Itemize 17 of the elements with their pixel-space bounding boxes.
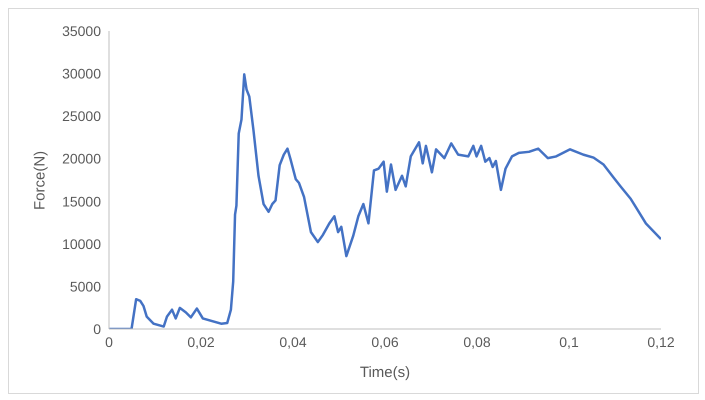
x-tick-label: 0 <box>105 334 114 350</box>
y-tick-label: 10000 <box>62 236 102 252</box>
x-tick-label: 0,06 <box>371 334 399 350</box>
y-tick-label: 20000 <box>62 150 102 167</box>
y-tick-label: 5000 <box>70 278 102 294</box>
y-axis-title: Force(N) <box>31 150 48 210</box>
x-tick-label: 0,12 <box>647 334 675 350</box>
y-tick-label: 35000 <box>62 22 102 39</box>
x-tick-label: 0,1 <box>559 334 579 350</box>
y-tick-label: 25000 <box>62 108 102 124</box>
x-axis-title: Time(s) <box>360 364 410 381</box>
x-tick-label: 0,04 <box>279 334 307 350</box>
y-tick-label: 30000 <box>62 66 102 82</box>
x-tick-label: 0,02 <box>187 334 215 350</box>
x-tick-label: 0,08 <box>463 334 491 350</box>
y-tick-label: 0 <box>93 320 102 337</box>
y-tick-label: 15000 <box>62 193 102 210</box>
